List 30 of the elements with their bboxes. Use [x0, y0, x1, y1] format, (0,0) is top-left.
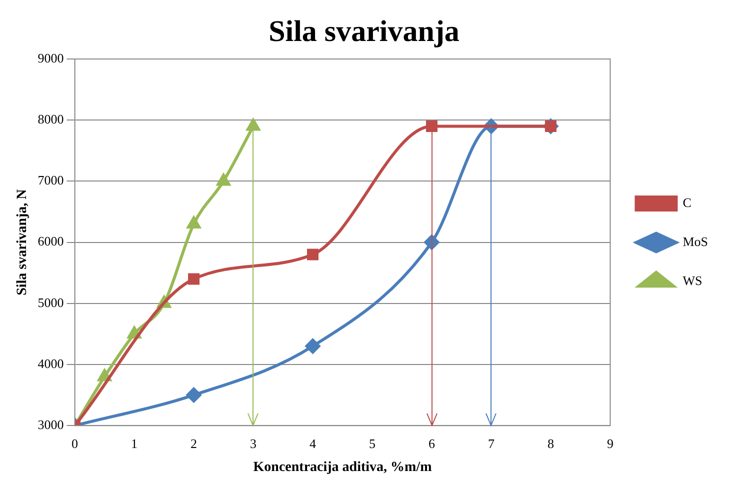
y-tick-label: 5000: [38, 294, 64, 310]
x-tick-label: 7: [488, 436, 495, 451]
point: [305, 338, 320, 354]
point: [187, 216, 200, 228]
x-axis-title: Koncentracija aditiva, %m/m: [253, 460, 432, 476]
point: [426, 120, 438, 132]
point: [188, 273, 200, 285]
x-tick-label: 9: [606, 436, 614, 451]
y-tick-label: 9000: [38, 50, 64, 66]
y-tick-label: 6000: [38, 234, 64, 249]
y-tick-label: 4000: [38, 356, 64, 371]
x-tick-label: 3: [250, 436, 257, 451]
legend-label: MoS: [682, 234, 708, 249]
x-tick-label: 1: [131, 436, 138, 451]
y-axis-title: Sila svarivanja, N: [15, 189, 30, 296]
x-tick-label: 2: [190, 436, 198, 451]
x-tick-label: 5: [369, 436, 376, 451]
x-tick-label: 8: [547, 436, 554, 451]
x-tick-label: 6: [428, 436, 436, 451]
chart-title: Sila svarivanja: [268, 14, 460, 48]
x-tick-label: 0: [72, 436, 78, 451]
y-tick-label: 7000: [38, 172, 64, 188]
point: [246, 118, 260, 131]
y-tick-label: 3000: [38, 417, 64, 432]
point: [307, 248, 319, 260]
legend-label: C: [682, 194, 692, 210]
point: [216, 174, 230, 186]
legend-label: WS: [682, 272, 702, 288]
x-tick-label: 4: [310, 436, 317, 451]
y-tick-label: 8000: [38, 112, 64, 127]
